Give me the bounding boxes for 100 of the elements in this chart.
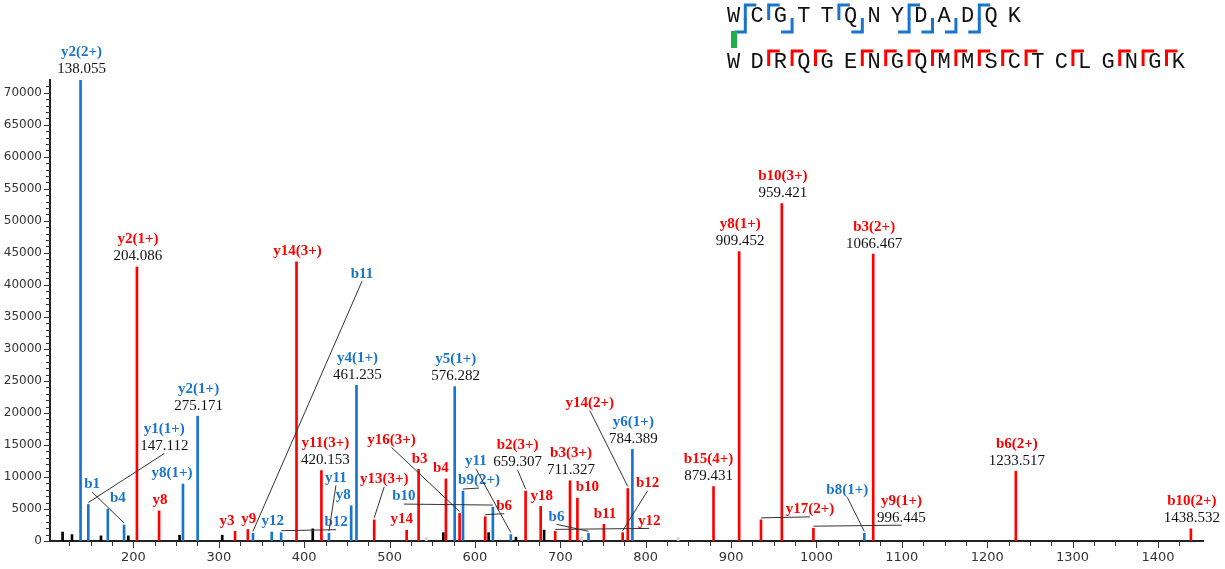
annotation: b3(2+) 1066.467	[846, 217, 903, 251]
bar	[483, 516, 487, 541]
annotation: y13(3+)	[359, 470, 409, 488]
bar	[405, 529, 408, 541]
x-tick-label: 200	[121, 549, 146, 565]
bar	[220, 534, 224, 541]
x-tick-label: 400	[291, 549, 317, 565]
annotation: b1	[84, 475, 100, 492]
bar	[320, 470, 323, 541]
bar	[631, 449, 634, 541]
x-tick-label: 1400	[1141, 549, 1175, 565]
bar	[417, 468, 420, 541]
y-tick-label: 0	[34, 533, 42, 548]
bar	[553, 531, 557, 541]
annotation: b6(2+) 1233.517	[988, 434, 1046, 468]
y-tick-label: 50000	[3, 212, 42, 227]
annotation: y1(1+) 147.112	[140, 419, 189, 453]
x-tick-label: 900	[718, 549, 744, 565]
annotation: b11	[350, 264, 374, 281]
x-tick-label: 700	[547, 549, 573, 565]
y-tick-label: 40000	[3, 277, 42, 292]
bar	[453, 386, 457, 541]
annotation: b11	[593, 504, 617, 521]
bar	[780, 203, 784, 541]
annotation: y2(1+) 275.171	[174, 379, 223, 413]
annotation: b3	[411, 449, 428, 466]
bar	[812, 527, 815, 541]
annotation: y8	[335, 486, 351, 503]
y-tick-label: 30000	[3, 341, 42, 356]
annotation: y9(1+) 996.445	[877, 491, 926, 525]
x-tick-label: 1000	[799, 549, 834, 565]
annotation: y8	[152, 491, 168, 508]
annotation: b10	[575, 478, 600, 495]
y-tick-label: 5000	[11, 501, 42, 516]
annotation: b3(3+) 711.327	[546, 444, 596, 478]
annotation: b8(1+)	[826, 480, 869, 498]
annotation: y4(1+) 461.235	[333, 348, 382, 382]
annotation: y3	[219, 511, 235, 528]
text: WDRQGENGQMMSCTCLGNGK	[727, 50, 1196, 76]
bar	[871, 253, 875, 541]
annotation: y11(3+) 420.153	[301, 433, 350, 468]
annotation: y16(3+)	[367, 430, 416, 448]
annotation: y17(2+)	[785, 500, 835, 518]
annotation: y2(2+) 138.055	[57, 43, 106, 77]
y-tick-label: 65000	[3, 116, 42, 131]
x-tick-label: 1200	[970, 549, 1004, 565]
annotation: y5(1+) 576.282	[431, 350, 481, 384]
bar	[621, 532, 624, 541]
bar	[712, 486, 715, 541]
bar	[862, 532, 866, 541]
annotation: y8(1+) 909.452	[715, 214, 765, 249]
annotation: b9(2+)	[458, 471, 500, 489]
bar	[587, 532, 590, 541]
annotation: y11	[325, 468, 347, 485]
annotation: y11	[464, 451, 487, 468]
annotation: b10(2+) 1438.532	[1163, 492, 1220, 526]
x-tick-label: 600	[462, 549, 488, 565]
y-tick-label: 45000	[3, 245, 42, 259]
annotation: b2(3+) 659.307	[493, 436, 543, 470]
bar	[509, 534, 513, 541]
x-tick-label: 300	[206, 549, 232, 565]
annotation: y18	[530, 486, 553, 503]
y-tick-label: 35000	[3, 309, 42, 324]
bar	[86, 504, 90, 541]
annotation: b12	[635, 474, 660, 491]
y-tick-label: 70000	[3, 84, 42, 99]
annotation: y12	[261, 512, 285, 529]
annotation: y14(2+)	[565, 393, 615, 411]
y-tick-label: 55000	[3, 180, 42, 195]
annotation: b6	[548, 507, 565, 524]
annotation: b6	[496, 497, 513, 514]
y-tick-label: 10000	[3, 469, 42, 484]
bar	[576, 497, 579, 541]
y-tick-label: 20000	[3, 405, 42, 420]
annotation: y14	[390, 510, 414, 527]
y-tick-label: 15000	[3, 437, 42, 452]
bar	[539, 506, 543, 541]
annotation: b15(4+) 879.431	[683, 449, 734, 484]
annotation: y14(3+)	[273, 242, 322, 260]
bar	[580, 536, 584, 541]
bar	[127, 535, 130, 541]
x-tick-label: 1300	[1056, 549, 1090, 565]
bar	[487, 532, 490, 541]
bar	[295, 261, 298, 541]
y-tick-label: 25000	[3, 373, 42, 388]
annotation: b12	[324, 513, 348, 530]
annotation: b10(3+) 959.421	[758, 166, 808, 201]
bar	[458, 513, 461, 541]
annotation: b4	[433, 459, 450, 476]
bar	[626, 488, 630, 541]
bar	[178, 534, 181, 541]
annotation: y8(1+)	[151, 464, 193, 482]
annotation: y6(1+) 784.389	[609, 412, 658, 446]
bar	[196, 415, 199, 541]
x-tick-label: 500	[377, 549, 402, 565]
annotation: b4	[109, 489, 127, 506]
bar	[424, 536, 428, 541]
x-tick-label: 1100	[885, 549, 919, 565]
bar	[79, 80, 82, 541]
annotation: y12	[637, 511, 661, 528]
